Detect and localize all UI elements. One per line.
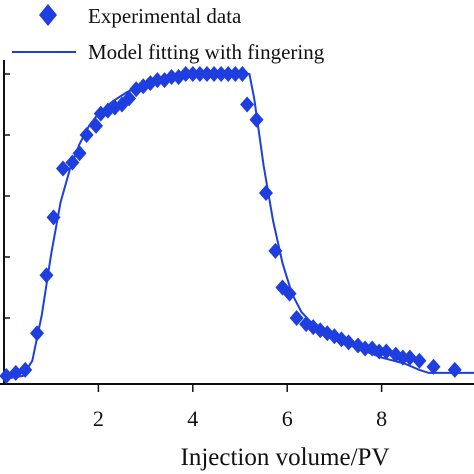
experimental-data-point [395,349,410,366]
experimental-data-point [214,66,229,82]
legend-label-model: Model fitting with fingering [88,40,325,64]
experimental-data-point [235,66,250,82]
experimental-data-point [240,96,255,113]
experimental-data-point [65,154,80,171]
experimental-data-point [0,367,14,384]
experimental-data-point [199,66,214,82]
experimental-data-point [412,352,427,369]
experimental-data-point [30,325,45,342]
series-experimental-points [0,66,462,384]
experimental-data-point [46,209,61,226]
experimental-data-point [56,160,70,177]
experimental-data-point [150,72,165,89]
legend-diamond-marker [39,4,57,26]
experimental-data-point [192,66,207,82]
y-axis-ticks [4,73,10,319]
experimental-data-point [207,66,222,82]
experimental-data-point [18,361,33,378]
legend: Experimental data Model fitting with fin… [12,4,325,64]
x-tick-label: 8 [376,406,387,431]
experimental-data-point [39,267,54,284]
x-tick-label: 2 [93,406,104,431]
experimental-data-point [372,343,387,360]
experimental-data-point [282,285,297,302]
x-tick-label: 6 [282,406,293,431]
experimental-data-point [426,358,441,375]
experimental-data-point [358,340,373,357]
experimental-data-point [178,66,193,82]
experimental-data-point [249,111,264,128]
experimental-data-point [289,310,304,326]
experimental-data-point [447,361,462,378]
experimental-data-point [228,66,243,82]
experimental-data-point [72,145,87,162]
x-axis-ticks: 2 4 6 8 [93,384,387,431]
experimental-data-point [164,69,179,86]
experimental-data-point [258,184,273,201]
x-tick-label: 4 [187,406,198,431]
experimental-data-point [268,242,283,259]
experimental-data-point [89,117,104,134]
x-axis-title: Injection volume/PV [181,444,390,471]
experimental-data-point [122,90,137,107]
legend-label-experimental: Experimental data [88,4,242,28]
experimental-data-point [185,66,200,82]
experimental-data-point [221,66,236,82]
experimental-data-point [79,127,94,143]
series-model-fitting-line [3,73,474,380]
